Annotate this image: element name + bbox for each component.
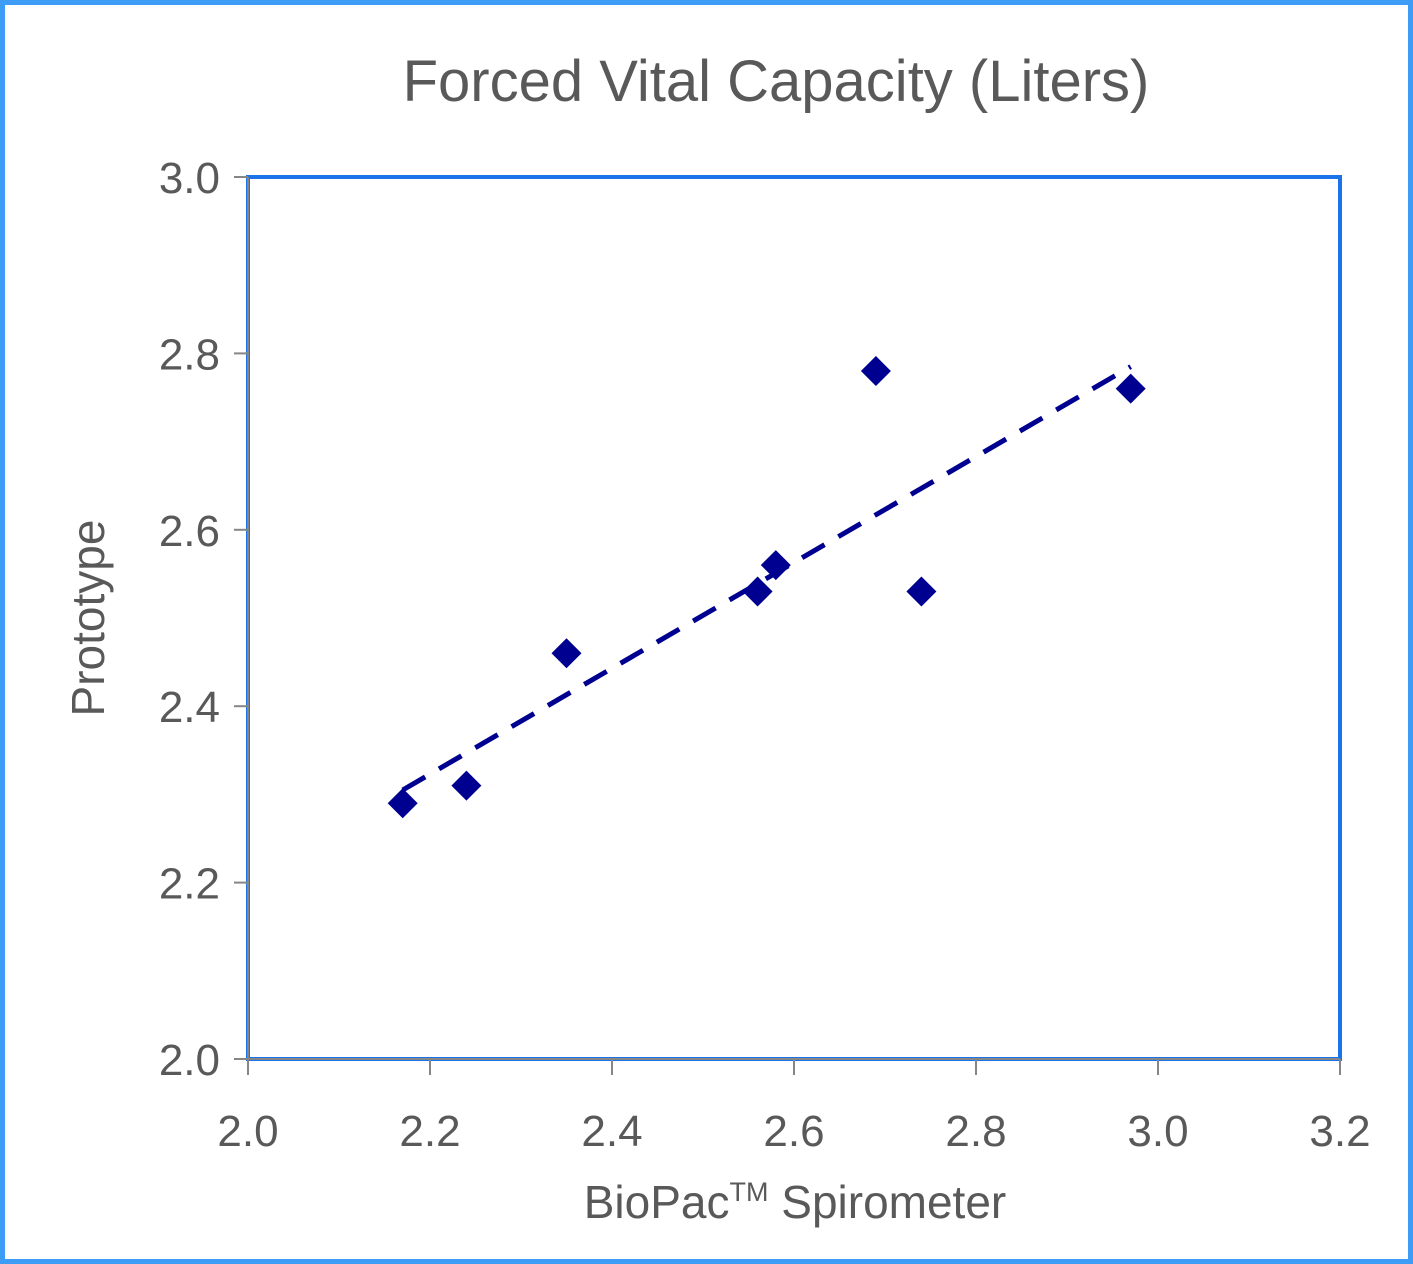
chart-title: Forced Vital Capacity (Liters) — [403, 49, 1150, 114]
x-axis-label: BioPacTM Spirometer — [584, 1176, 1006, 1228]
data-point — [451, 770, 482, 801]
x-tick-label: 2.0 — [217, 1107, 278, 1156]
data-points — [387, 356, 1146, 819]
y-tick-label: 2.2 — [159, 860, 220, 909]
x-tick-label: 2.6 — [763, 1107, 824, 1156]
data-point — [760, 550, 791, 581]
data-point — [860, 356, 891, 387]
x-tick-label: 3.0 — [1127, 1107, 1188, 1156]
y-tick-label: 3.0 — [159, 154, 220, 203]
trendline — [401, 364, 1132, 793]
trendline-group — [401, 364, 1132, 793]
data-point — [387, 788, 418, 819]
data-point — [551, 638, 582, 669]
data-point — [1115, 373, 1146, 404]
x-axis-label-main: BioPac — [584, 1176, 730, 1228]
x-axis-label-superscript: TM — [730, 1177, 769, 1207]
x-axis: 2.0 2.2 2.4 2.6 2.8 3.0 3.2 — [217, 1058, 1371, 1156]
y-axis-label: Prototype — [62, 520, 114, 717]
x-tick-label: 2.2 — [399, 1107, 460, 1156]
x-tick-label: 2.4 — [581, 1107, 642, 1156]
y-tick-label: 2.8 — [159, 330, 220, 379]
y-axis: 2.0 2.2 2.4 2.6 2.8 3.0 — [159, 154, 249, 1085]
y-tick-label: 2.4 — [159, 683, 220, 732]
data-point — [906, 576, 937, 607]
x-tick-label: 2.8 — [945, 1107, 1006, 1156]
y-tick-label: 2.6 — [159, 507, 220, 556]
x-axis-label-suffix: Spirometer — [768, 1176, 1006, 1228]
x-tick-label: 3.2 — [1309, 1107, 1370, 1156]
data-point — [742, 576, 773, 607]
plot-area — [246, 175, 1342, 1061]
y-tick-label: 2.0 — [159, 1036, 220, 1085]
